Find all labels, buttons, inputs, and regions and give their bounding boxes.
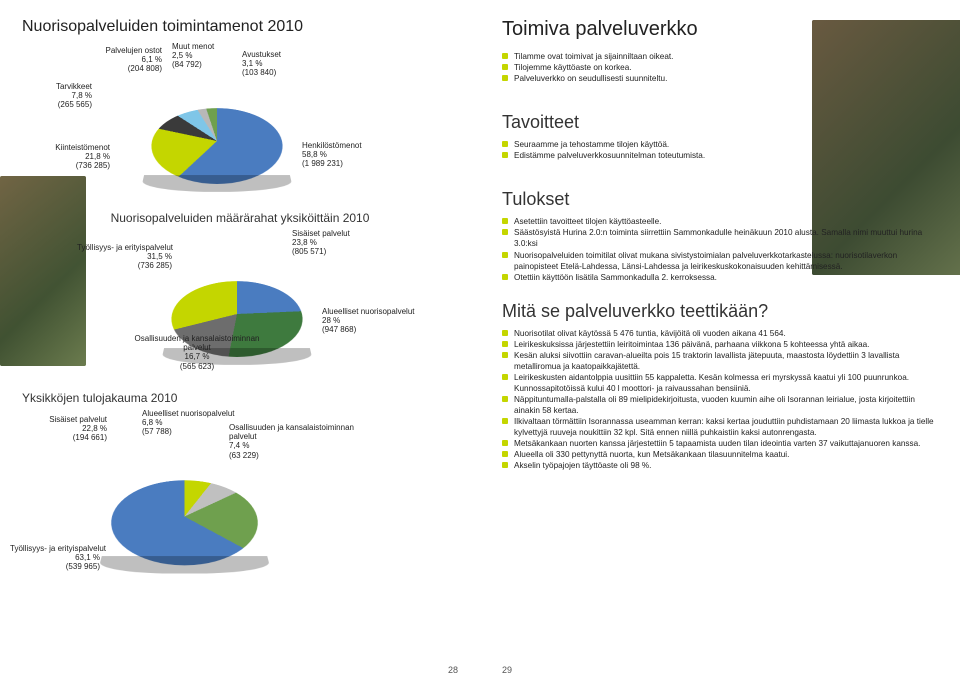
- c1-4-amt: (84 792): [172, 60, 202, 69]
- c2-l0: Työllisyys- ja erityispalvelut 31,5 % (7…: [77, 243, 172, 271]
- c1-3-pct: 6,1 %: [142, 55, 162, 64]
- c1-3-label: Palvelujen ostot: [106, 46, 162, 55]
- c1-0-label: Henkilöstömenot: [302, 141, 362, 150]
- c2-0-label: Työllisyys- ja erityispalvelut: [77, 243, 173, 252]
- c1-1-label: Kiinteistömenot: [55, 143, 110, 152]
- c1-4-label: Muut menot: [172, 42, 214, 51]
- c3-l3: Osallisuuden ja kansalaistoiminnan palve…: [229, 423, 359, 460]
- tul-0: Asetettiin tavoitteet tilojen käyttöaste…: [502, 216, 938, 227]
- intro-2: Palveluverkko on seudullisesti suunnitel…: [502, 73, 762, 84]
- mita-list: Nuorisotilat olivat käytössä 5 476 tunti…: [502, 328, 938, 472]
- c1-0-pct: 58,8 %: [302, 150, 327, 159]
- pagenum-left: 28: [448, 665, 458, 675]
- c3-2-pct: 6,8 %: [142, 418, 162, 427]
- c2-0-pct: 31,5 %: [147, 252, 172, 261]
- pagenum-right: 29: [502, 665, 512, 675]
- mita-8: Akselin työpajojen täyttöaste oli 98 %.: [502, 460, 938, 471]
- left-page: Nuorisopalveluiden toimintamenot 2010 He…: [0, 0, 480, 681]
- mita-1: Leirikeskuksissa järjestettiin leiritoim…: [502, 339, 938, 350]
- c1-1-amt: (736 285): [76, 161, 110, 170]
- pie-1: [142, 108, 292, 184]
- mita-4: Näppituntumalla-palstalla oli 89 mielipi…: [502, 394, 938, 416]
- c1-l1: Kiinteistömenot 21,8 % (736 285): [20, 143, 110, 171]
- c3-1-amt: (194 661): [73, 433, 107, 442]
- c2-3-pct: 16,7 %: [185, 352, 210, 361]
- intro-1: Tilojemme käyttöaste on korkea.: [502, 62, 762, 73]
- c3-l0: Työllisyys- ja erityispalvelut 63,1 % (5…: [10, 544, 100, 572]
- c1-l5: Avustukset 3,1 % (103 840): [242, 50, 281, 78]
- tulokset-list: Asetettiin tavoitteet tilojen käyttöaste…: [502, 216, 938, 282]
- mita-6: Metsäkankaan nuorten kanssa järjestettii…: [502, 438, 938, 449]
- c2-0-amt: (736 285): [138, 261, 172, 270]
- c3-1-label: Sisäiset palvelut: [49, 415, 107, 424]
- chart-maararahat: Työllisyys- ja erityispalvelut 31,5 % (7…: [22, 229, 458, 379]
- c3-0-amt: (539 965): [66, 562, 100, 571]
- tav-0: Seuraamme ja tehostamme tilojen käyttöä.: [502, 139, 762, 150]
- c2-2-amt: (947 868): [322, 325, 356, 334]
- page-spread: Nuorisopalveluiden toimintamenot 2010 He…: [0, 0, 960, 681]
- c1-5-amt: (103 840): [242, 68, 276, 77]
- intro-0: Tilamme ovat toimivat ja sijainniltaan o…: [502, 51, 762, 62]
- c3-1-pct: 22,8 %: [82, 424, 107, 433]
- c2-l3: Osallisuuden ja kansalaistoiminnan palve…: [132, 334, 262, 371]
- c2-2-pct: 28 %: [322, 316, 340, 325]
- chart-toimintamenot: Henkilöstömenot 58,8 % (1 989 231) Kiint…: [22, 46, 458, 186]
- c1-5-label: Avustukset: [242, 50, 281, 59]
- tul-1: Säästösyistä Hurina 2.0:n toiminta siirr…: [502, 227, 938, 249]
- sub-1: Nuorisopalveluiden määrärahat yksiköittä…: [22, 211, 458, 225]
- tavoitteet-list: Seuraamme ja tehostamme tilojen käyttöä.…: [502, 139, 762, 161]
- c3-2-amt: (57 788): [142, 427, 172, 436]
- sub-2: Yksikköjen tulojakauma 2010: [22, 391, 458, 405]
- mita-2: Kesän aluksi siivottiin caravan-alueilta…: [502, 350, 938, 372]
- c3-3-label: Osallisuuden ja kansalaistoiminnan palve…: [229, 423, 354, 441]
- c1-l3: Palvelujen ostot 6,1 % (204 808): [82, 46, 162, 74]
- c2-l1: Sisäiset palvelut 23,8 % (805 571): [292, 229, 350, 257]
- c3-3-pct: 7,4 %: [229, 441, 249, 450]
- c2-1-label: Sisäiset palvelut: [292, 229, 350, 238]
- c1-l4: Muut menot 2,5 % (84 792): [172, 42, 214, 70]
- c2-1-pct: 23,8 %: [292, 238, 317, 247]
- c1-4-pct: 2,5 %: [172, 51, 192, 60]
- pie-3: [99, 480, 269, 565]
- c1-l2: Tarvikkeet 7,8 % (265 565): [12, 82, 92, 110]
- c2-1-amt: (805 571): [292, 247, 326, 256]
- c2-2-label: Alueelliset nuorisopalvelut: [322, 307, 415, 316]
- c1-5-pct: 3,1 %: [242, 59, 262, 68]
- intro-list: Tilamme ovat toimivat ja sijainniltaan o…: [502, 51, 762, 84]
- c1-2-pct: 7,8 %: [72, 91, 92, 100]
- c1-0-amt: (1 989 231): [302, 159, 343, 168]
- c3-l1: Sisäiset palvelut 22,8 % (194 661): [22, 415, 107, 443]
- mita-0: Nuorisotilat olivat käytössä 5 476 tunti…: [502, 328, 938, 339]
- mita-3: Leirikeskusten aidantolppia uusittiin 55…: [502, 372, 938, 394]
- c2-3-amt: (565 623): [180, 362, 214, 371]
- left-title: Nuorisopalveluiden toimintamenot 2010: [22, 18, 458, 36]
- c1-2-label: Tarvikkeet: [56, 82, 92, 91]
- c3-0-pct: 63,1 %: [75, 553, 100, 562]
- c1-l0: Henkilöstömenot 58,8 % (1 989 231): [302, 141, 362, 169]
- right-page: Toimiva palveluverkko Tilamme ovat toimi…: [480, 0, 960, 681]
- c3-2-label: Alueelliset nuorisopalvelut: [142, 409, 235, 418]
- tul-2: Nuorisopalveluiden toimitilat olivat muk…: [502, 250, 938, 272]
- c1-2-amt: (265 565): [58, 100, 92, 109]
- c3-3-amt: (63 229): [229, 451, 259, 460]
- h-mita: Mitä se palveluverkko teettikään?: [502, 301, 938, 322]
- c1-1-pct: 21,8 %: [85, 152, 110, 161]
- chart-tulojakauma: Työllisyys- ja erityispalvelut 63,1 % (5…: [22, 409, 458, 574]
- mita-7: Alueella oli 330 pettynyttä nuorta, kun …: [502, 449, 938, 460]
- c3-0-label: Työllisyys- ja erityispalvelut: [10, 544, 106, 553]
- c1-3-amt: (204 808): [128, 64, 162, 73]
- mita-5: Ilkivaltaan törmättiin Isorannassa useam…: [502, 416, 938, 438]
- c2-3-label: Osallisuuden ja kansalaistoiminnan palve…: [135, 334, 260, 352]
- tul-3: Otettiin käyttöön lisätila Sammonkadulla…: [502, 272, 938, 283]
- tav-1: Edistämme palveluverkkosuunnitelman tote…: [502, 150, 762, 161]
- c2-l2: Alueelliset nuorisopalvelut 28 % (947 86…: [322, 307, 415, 335]
